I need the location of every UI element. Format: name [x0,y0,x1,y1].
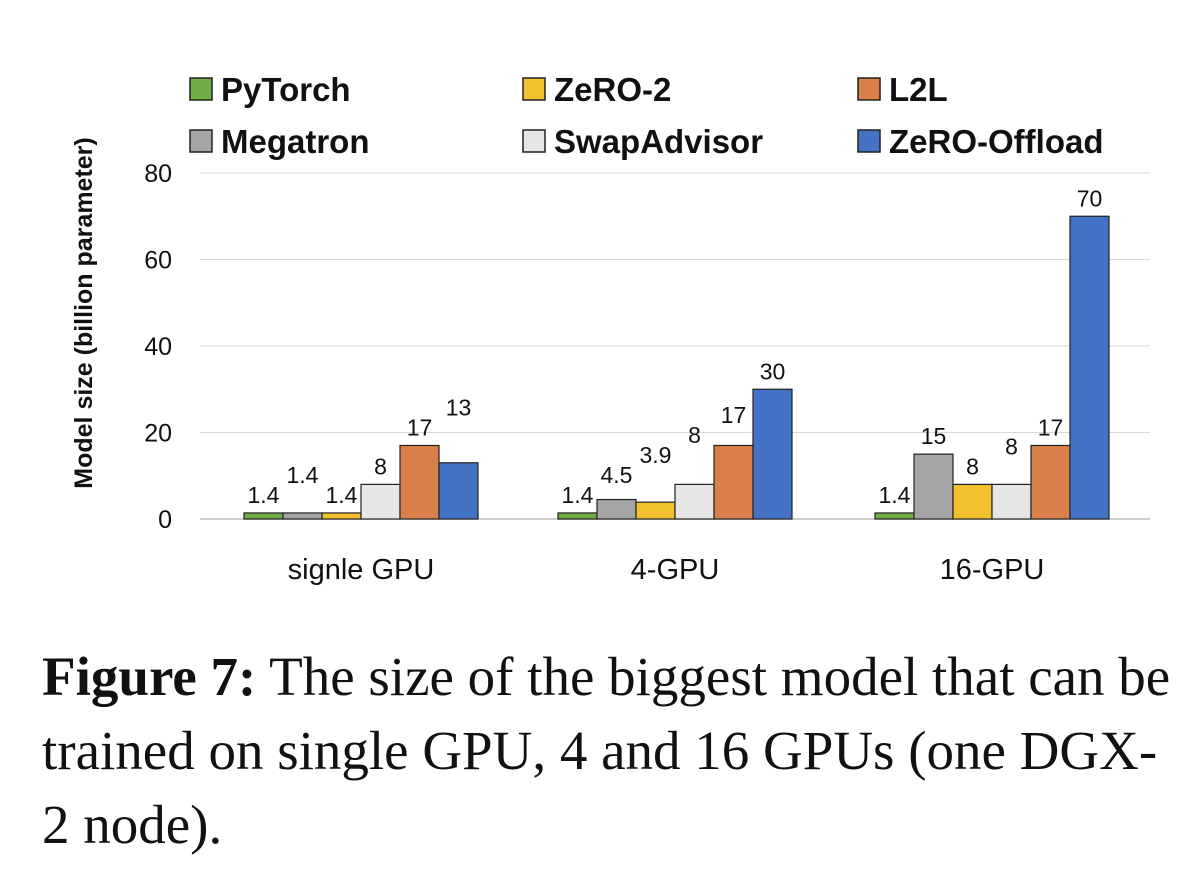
x-category-label: 4-GPU [631,554,720,586]
gridlines [200,172,1150,520]
legend-swatch-zero-2 [522,77,546,101]
caption-text: The size of the biggest model that can b… [42,646,1171,855]
x-axis-categories: signle GPU 4-GPU 16-GPU [288,554,1045,586]
bar-pytorch-signle-gpu [243,512,284,520]
data-label-l2l-16-gpu: 17 [1038,414,1064,440]
x-category-label: signle GPU [288,554,435,586]
data-label-megatron-16-gpu: 15 [921,423,947,449]
data-label-swapadvisor-signle-gpu: 8 [374,453,387,479]
bar-chart: PyTorch Megatron ZeRO-2 SwapAdvisor L2L ZeRO-… [70,71,1150,586]
bar-megatron-signle-gpu [282,512,323,520]
data-label-megatron-4-gpu: 4.5 [601,462,633,488]
legend-label-pytorch: PyTorch [221,71,351,108]
bar-zero-2-4-gpu [635,501,676,520]
legend-swatch-pytorch [189,77,213,101]
y-tick-label: 80 [144,160,172,188]
legend-label-l2l: L2L [889,71,948,108]
data-label-zero-2-16-gpu: 8 [966,453,979,479]
data-label-zero-2-4-gpu: 3.9 [640,442,672,468]
y-tick-label: 0 [158,506,172,534]
legend-swatch-swapadvisor [522,129,546,153]
legend-swatch-l2l [857,77,881,101]
y-tick-label: 20 [144,420,172,448]
legend-label-zero-offload: ZeRO-Offload [889,123,1103,160]
legend-swatch-megatron [189,129,213,153]
data-label-zero-offload-16-gpu: 70 [1077,185,1103,211]
data-label-l2l-4-gpu: 17 [721,402,747,428]
y-tick-label: 60 [144,247,172,275]
legend-label-swapadvisor: SwapAdvisor [554,123,763,160]
data-label-pytorch-16-gpu: 1.4 [879,482,911,508]
y-tick-label: 40 [144,333,172,361]
data-label-l2l-signle-gpu: 17 [407,414,433,440]
bar-swapadvisor-16-gpu [991,483,1032,520]
data-label-zero-offload-signle-gpu: 13 [446,394,472,420]
data-label-zero-offload-4-gpu: 30 [760,358,786,384]
figure-caption: Figure 7: The size of the biggest model … [42,640,1172,862]
data-label-pytorch-signle-gpu: 1.4 [248,482,280,508]
bar-l2l-4-gpu [713,444,754,520]
data-label-megatron-signle-gpu: 1.4 [287,462,319,488]
data-label-swapadvisor-4-gpu: 8 [688,422,701,448]
bar-zero-2-signle-gpu [321,512,362,520]
bars [243,215,1110,520]
bar-zero-offload-16-gpu [1069,215,1110,520]
data-label-zero-2-signle-gpu: 1.4 [326,482,358,508]
bar-pytorch-4-gpu [557,512,598,520]
bar-megatron-4-gpu [596,498,637,520]
bar-megatron-16-gpu [913,453,954,520]
bar-zero-2-16-gpu [952,483,993,520]
legend-swatch-zero-offload [857,129,881,153]
y-axis-label: Model size (billion parameter) [70,137,98,488]
bar-swapadvisor-4-gpu [674,483,715,520]
caption-label: Figure 7: [42,646,257,707]
y-axis-ticks: 0 20 40 60 80 [144,160,172,534]
bar-l2l-16-gpu [1030,444,1071,520]
bar-l2l-signle-gpu [399,444,440,520]
legend: PyTorch Megatron ZeRO-2 SwapAdvisor L2L ZeRO-… [189,71,1103,160]
bar-zero-offload-signle-gpu [438,462,479,520]
legend-label-zero-2: ZeRO-2 [554,71,671,108]
data-label-swapadvisor-16-gpu: 8 [1005,433,1018,459]
bar-zero-offload-4-gpu [752,388,793,520]
bar-swapadvisor-signle-gpu [360,483,401,520]
data-label-pytorch-4-gpu: 1.4 [562,482,594,508]
x-category-label: 16-GPU [940,554,1045,586]
legend-label-megatron: Megatron [221,123,370,160]
bar-pytorch-16-gpu [874,512,915,520]
